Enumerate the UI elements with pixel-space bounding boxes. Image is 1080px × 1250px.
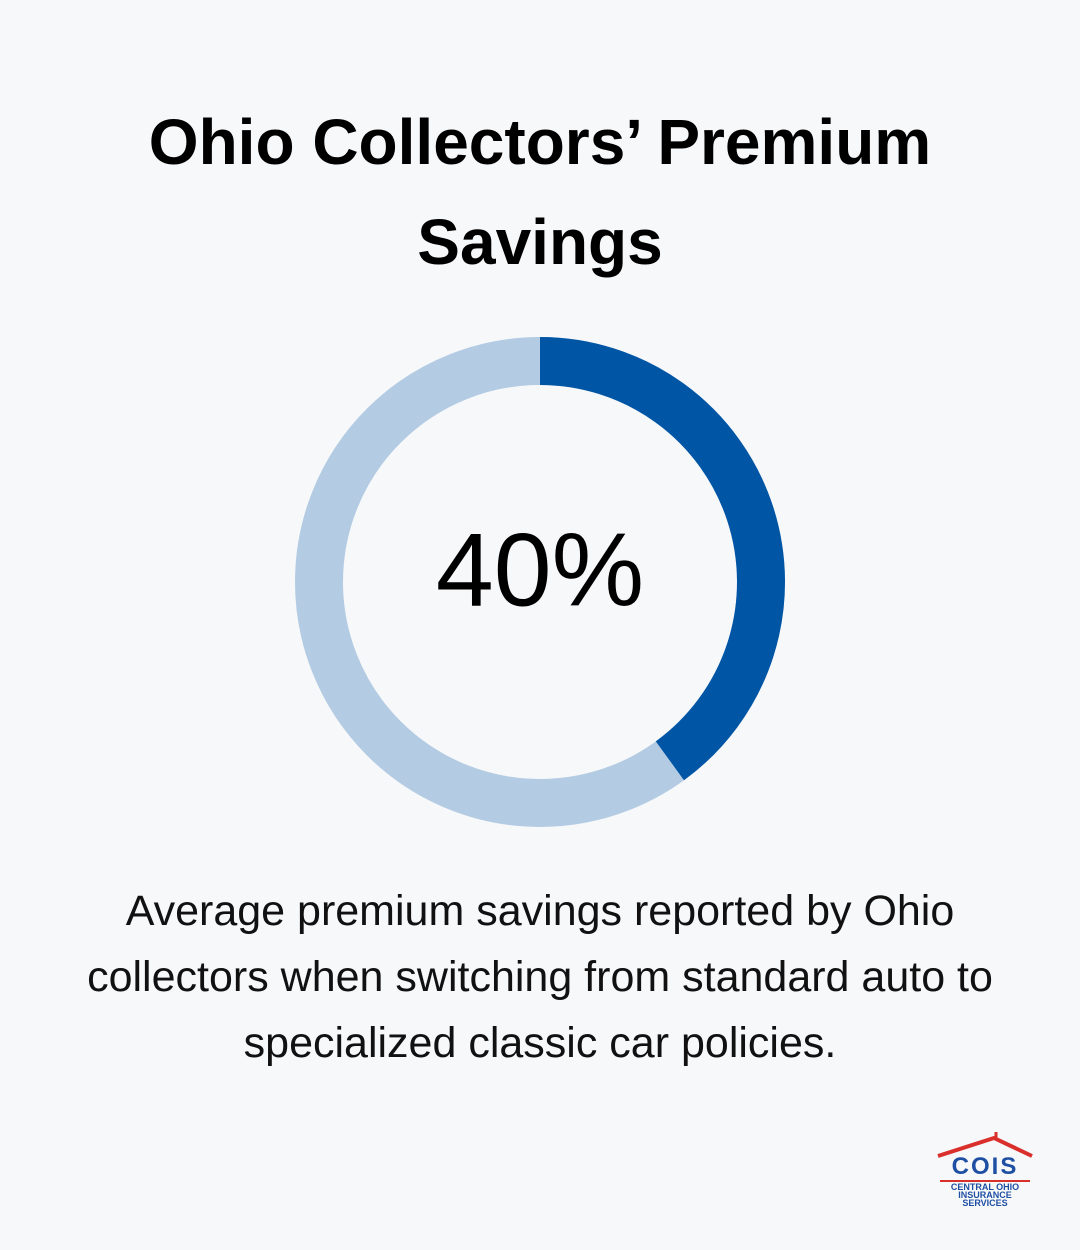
description: Average premium savings reported by Ohio… xyxy=(87,887,993,1067)
donut-segment xyxy=(539,337,785,781)
logo-line: SERVICES xyxy=(962,1198,1007,1208)
chart-title: Ohio Collectors’ Premium Savings xyxy=(148,106,932,278)
logo-line: CENTRAL OHIO xyxy=(951,1182,1019,1192)
value-label: 40% xyxy=(436,512,644,628)
logo-line: INSURANCE xyxy=(958,1190,1012,1200)
logo-name: COIS xyxy=(952,1153,1019,1180)
logo: COIS CENTRAL OHIO INSURANCE SERVICES xyxy=(937,1132,1033,1208)
logo-roof xyxy=(937,1135,1033,1158)
